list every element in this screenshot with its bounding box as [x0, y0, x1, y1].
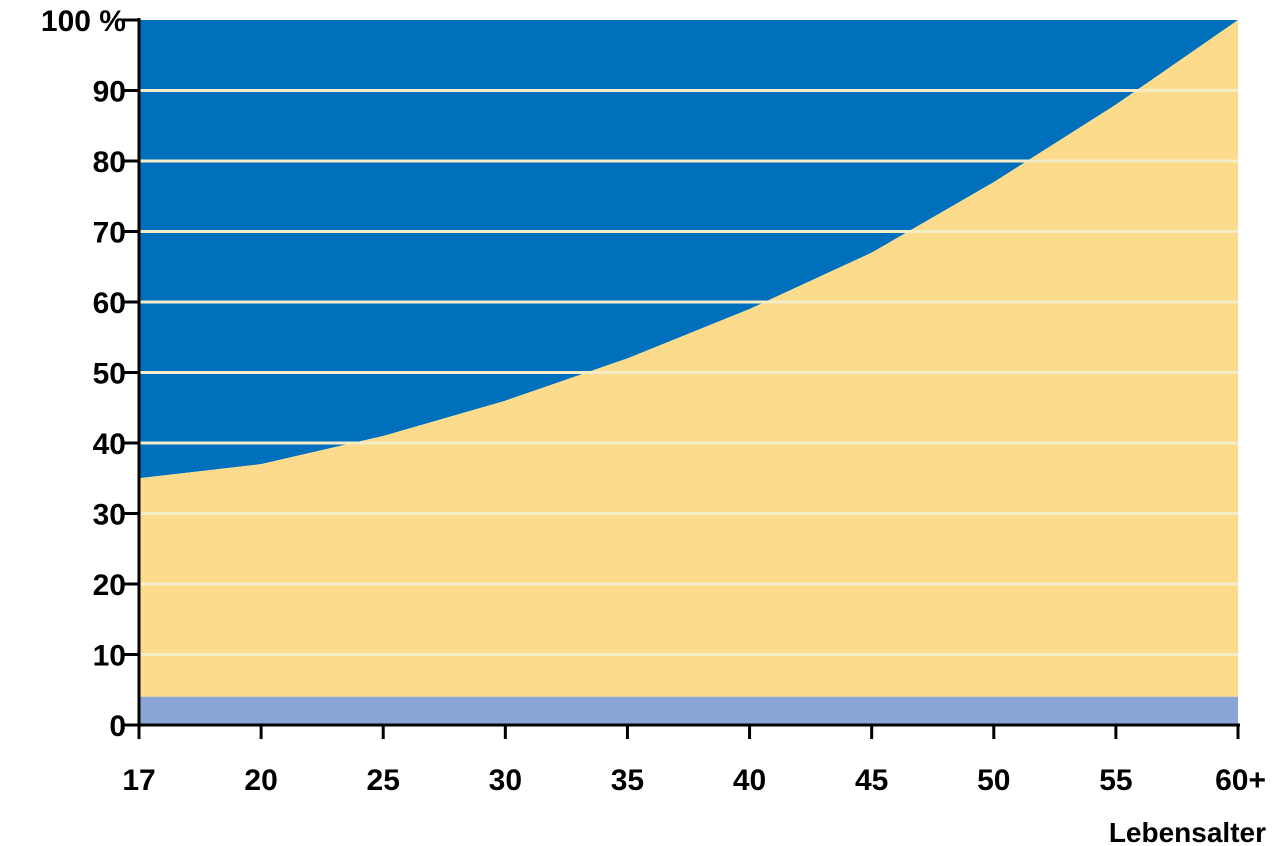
area-layers — [139, 20, 1238, 725]
y-tick-label: 60 — [93, 287, 126, 320]
x-tick-label: 30 — [489, 764, 522, 797]
x-axis-title: Lebensalter — [1109, 817, 1266, 846]
gridlines — [139, 89, 1238, 656]
x-tick-labels: 17 20 25 30 35 40 45 50 55 60+ — [122, 764, 1266, 797]
y-tick-label: 0 — [109, 710, 126, 743]
y-tick-label: 100 % — [41, 5, 126, 38]
axes — [123, 18, 1240, 739]
x-tick-label: 50 — [977, 764, 1010, 797]
y-tick-label: 50 — [93, 358, 126, 391]
x-tick-label: 40 — [733, 764, 766, 797]
x-tick-label: 35 — [611, 764, 644, 797]
y-tick-label: 40 — [93, 428, 126, 461]
y-tick-label: 90 — [93, 76, 126, 109]
x-tick-label: 20 — [244, 764, 277, 797]
x-tick-label: 55 — [1099, 764, 1132, 797]
x-tick-label: 45 — [855, 764, 888, 797]
y-tick-labels: 0 10 20 30 40 50 60 70 80 90 100 % — [41, 5, 126, 743]
y-tick-label: 10 — [93, 640, 126, 673]
x-tick-label: 25 — [367, 764, 400, 797]
x-tick-label: 60+ — [1215, 764, 1266, 797]
y-tick-label: 20 — [93, 569, 126, 602]
y-tick-label: 30 — [93, 499, 126, 532]
y-tick-label: 80 — [93, 146, 126, 179]
area-series-3 — [139, 20, 1238, 479]
area-series-1 — [139, 696, 1238, 725]
y-tick-label: 70 — [93, 217, 126, 250]
x-tick-label: 17 — [122, 764, 155, 797]
area-series-2 — [139, 20, 1238, 697]
